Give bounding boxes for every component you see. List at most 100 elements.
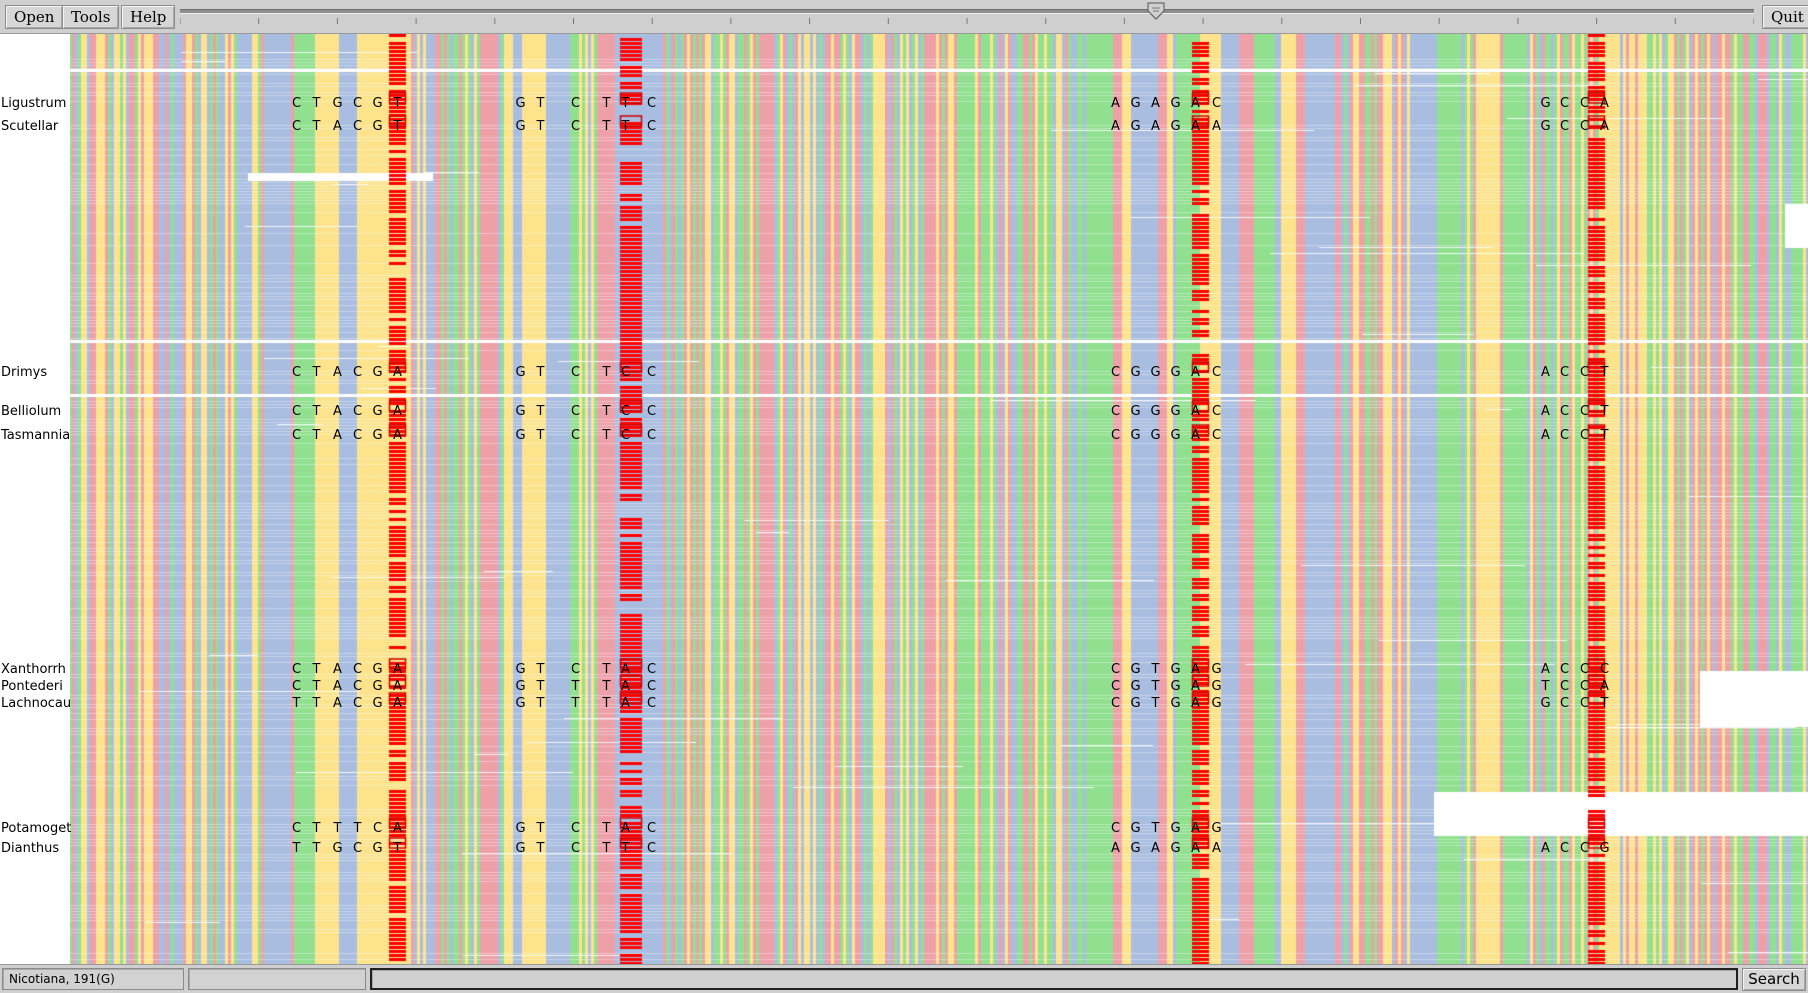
base-letter: A bbox=[1191, 428, 1200, 443]
base-letter: T bbox=[536, 679, 545, 694]
base-letter: A bbox=[1111, 841, 1120, 856]
status-secondary bbox=[188, 968, 366, 990]
base-letter: T bbox=[393, 841, 402, 856]
base-letter: C bbox=[1211, 365, 1222, 380]
base-letter: C bbox=[352, 404, 363, 419]
base-letter: C bbox=[1559, 404, 1570, 419]
taxon-name[interactable]: Drimys bbox=[1, 365, 48, 380]
position-slider-track[interactable] bbox=[180, 9, 1754, 14]
tools-button[interactable]: Tools bbox=[62, 5, 120, 29]
base-letter: G bbox=[515, 365, 526, 380]
base-letter: C bbox=[1559, 96, 1570, 111]
base-letter: G bbox=[1130, 821, 1141, 836]
base-letter: G bbox=[372, 841, 383, 856]
taxon-name[interactable]: Xanthorrh bbox=[1, 662, 66, 677]
base-letter: C bbox=[646, 96, 657, 111]
base-letter: G bbox=[1150, 365, 1161, 380]
open-button[interactable]: Open bbox=[5, 5, 64, 29]
base-letter: G bbox=[1211, 696, 1222, 711]
base-letter: T bbox=[292, 696, 301, 711]
base-letter: A bbox=[1541, 404, 1550, 419]
base-letter: A bbox=[333, 696, 342, 711]
alignment-canvas[interactable] bbox=[0, 34, 1808, 964]
base-letter: C bbox=[646, 679, 657, 694]
base-letter: G bbox=[1130, 119, 1141, 134]
base-letter: A bbox=[621, 662, 630, 677]
base-letter: C bbox=[1559, 841, 1570, 856]
base-letter: C bbox=[646, 365, 657, 380]
base-letter: C bbox=[1110, 696, 1121, 711]
base-letter: C bbox=[291, 365, 302, 380]
base-letter: C bbox=[291, 821, 302, 836]
alignment-view[interactable]: Ligustrum Scutellar Drimys Belliolum Tasmann… bbox=[0, 34, 1808, 964]
base-letter: G bbox=[1170, 662, 1181, 677]
base-letter: G bbox=[332, 96, 343, 111]
base-letter: T bbox=[312, 662, 321, 677]
base-letter: G bbox=[1150, 428, 1161, 443]
taxon-name[interactable]: Potamoget bbox=[1, 821, 72, 836]
taxon-name[interactable]: Tasmannia bbox=[1, 428, 71, 443]
base-letter: T bbox=[312, 841, 321, 856]
search-input[interactable] bbox=[370, 968, 1738, 990]
base-letter: C bbox=[1579, 428, 1590, 443]
base-letter: G bbox=[1540, 696, 1551, 711]
base-letter: G bbox=[1599, 841, 1610, 856]
base-letter: T bbox=[312, 696, 321, 711]
toolbar: Open Tools Help Quit bbox=[0, 0, 1808, 34]
taxon-name[interactable]: Dianthus bbox=[1, 841, 60, 856]
base-letter: T bbox=[536, 821, 545, 836]
base-letter: G bbox=[1170, 428, 1181, 443]
base-letter: G bbox=[1211, 679, 1222, 694]
status-bar: Nicotiana, 191(G) Search bbox=[0, 964, 1808, 993]
base-letter: C bbox=[646, 428, 657, 443]
taxon-name[interactable]: Ligustrum bbox=[1, 96, 67, 111]
base-letter: G bbox=[372, 696, 383, 711]
base-letter: T bbox=[1541, 679, 1550, 694]
base-letter: C bbox=[570, 841, 581, 856]
base-letter: T bbox=[312, 96, 321, 111]
base-letter: C bbox=[1579, 841, 1590, 856]
base-letter: C bbox=[1559, 428, 1570, 443]
base-letter: G bbox=[1130, 365, 1141, 380]
base-letter: C bbox=[570, 119, 581, 134]
taxon-name[interactable]: Scutellar bbox=[1, 119, 59, 134]
base-letter: G bbox=[372, 119, 383, 134]
base-letter: T bbox=[621, 841, 630, 856]
taxon-name[interactable]: Lachnocau bbox=[1, 696, 72, 711]
base-letter: A bbox=[393, 662, 402, 677]
base-letter: T bbox=[312, 679, 321, 694]
base-letter: C bbox=[291, 428, 302, 443]
base-letter: C bbox=[646, 821, 657, 836]
base-letter: A bbox=[333, 404, 342, 419]
base-letter: C bbox=[1211, 428, 1222, 443]
base-letter: C bbox=[352, 662, 363, 677]
base-letter: T bbox=[536, 696, 545, 711]
base-letter: A bbox=[1111, 119, 1120, 134]
base-letter: C bbox=[570, 96, 581, 111]
taxon-name-panel: Ligustrum Scutellar Drimys Belliolum Tasmann… bbox=[0, 34, 72, 964]
quit-button[interactable]: Quit bbox=[1762, 5, 1808, 29]
taxon-name[interactable]: Pontederi bbox=[1, 679, 63, 694]
slider-thumb[interactable] bbox=[1147, 2, 1165, 20]
search-button[interactable]: Search bbox=[1742, 968, 1806, 991]
base-letter: T bbox=[312, 365, 321, 380]
base-letter: T bbox=[1151, 696, 1160, 711]
base-letter: G bbox=[372, 679, 383, 694]
taxon-name[interactable]: Belliolum bbox=[1, 404, 62, 419]
base-letter: T bbox=[602, 428, 611, 443]
base-letter: G bbox=[1170, 119, 1181, 134]
help-button[interactable]: Help bbox=[121, 5, 176, 29]
base-letter: T bbox=[602, 662, 611, 677]
base-letter: A bbox=[1541, 662, 1550, 677]
base-letter: C bbox=[1110, 428, 1121, 443]
base-letter: G bbox=[515, 662, 526, 677]
base-letter: G bbox=[1130, 841, 1141, 856]
base-letter: C bbox=[291, 119, 302, 134]
base-letter: C bbox=[646, 662, 657, 677]
base-letter: T bbox=[536, 428, 545, 443]
base-letter: G bbox=[1130, 404, 1141, 419]
